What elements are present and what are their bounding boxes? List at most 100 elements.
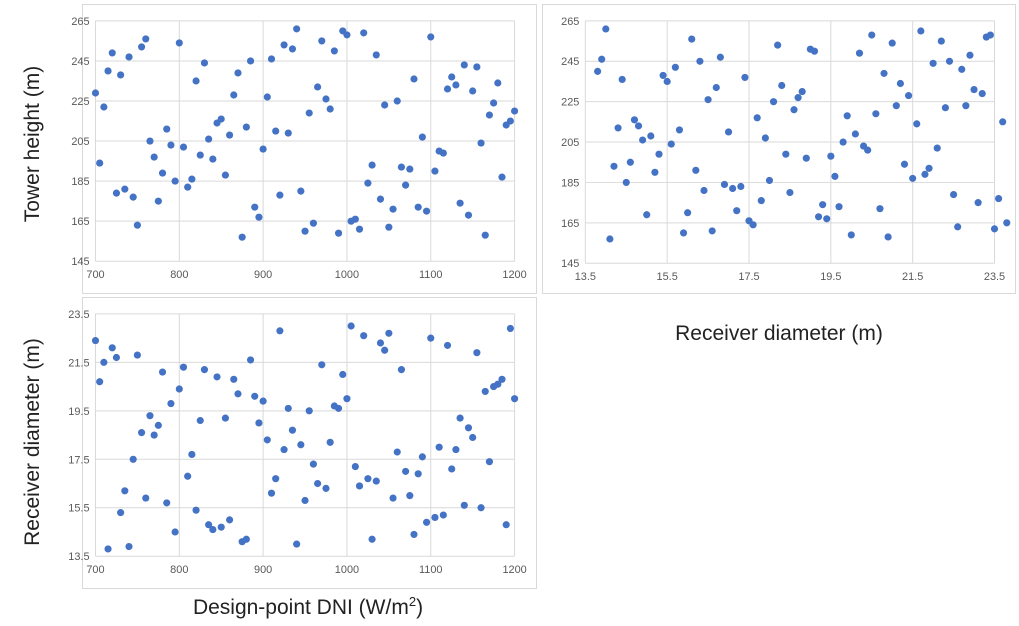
p2-point-40 [757,197,765,205]
p3-point-77 [414,470,422,478]
p3-ytick-label: 21.5 [68,357,89,369]
p2-point-99 [999,118,1007,126]
p3-point-40 [259,397,267,405]
p2-point-26 [700,186,708,195]
p2-point-7 [622,178,630,187]
p3-point-41 [263,436,271,444]
p1-point-65 [364,179,372,187]
p3-point-88 [460,501,468,509]
p3-point-5 [112,353,121,362]
p2-ytick-label: 165 [561,218,579,230]
p1-point-21 [179,143,188,151]
p3-point-7 [121,487,129,495]
p3-point-79 [422,518,431,526]
p2-point-72 [888,39,896,47]
p3-point-43 [272,475,280,483]
p3-point-91 [473,349,481,357]
p1-point-1 [96,159,104,167]
p2-point-97 [990,225,999,233]
p2-point-33 [729,184,737,193]
x-axis-title-receiver-diameter: Receiver diameter (m) [675,322,883,345]
p1-point-92 [477,139,485,147]
p2-point-86 [945,57,954,65]
p3-point-6 [117,509,125,517]
p1-point-62 [351,215,359,223]
p2-point-54 [814,213,823,221]
p2-point-85 [941,104,949,112]
p3-point-58 [334,404,343,412]
p1-point-69 [381,101,389,109]
p3-point-19 [171,528,179,536]
p1-point-16 [158,169,167,177]
p3-point-93 [481,387,489,396]
p2-point-13 [647,132,655,140]
p1-point-83 [439,149,447,157]
p1-point-97 [498,173,506,181]
p1-point-94 [485,111,494,119]
p3-point-72 [393,448,401,456]
p2-point-39 [753,114,761,122]
p2-point-11 [639,136,647,144]
p1-point-0 [91,89,100,97]
p3-xtick-label: 1000 [335,564,359,576]
p1-point-66 [368,161,376,169]
p3-point-78 [418,453,426,461]
p1-point-28 [209,155,217,163]
p2-point-92 [970,85,978,94]
p2-point-49 [794,94,802,102]
p2-point-62 [847,231,855,239]
p2-point-46 [782,150,790,158]
p2-point-48 [790,106,798,114]
p2-point-80 [921,170,929,178]
p3-point-44 [276,327,284,335]
p2-xtick-label: 15.5 [657,271,678,283]
p2-point-87 [950,190,958,199]
p3-point-39 [255,419,263,427]
p2-point-17 [663,77,671,86]
p2-point-83 [933,144,941,152]
p1-point-40 [259,145,267,153]
p2-point-53 [810,47,819,55]
p1-point-9 [129,193,137,201]
p2-point-4 [610,162,618,170]
p2-point-27 [704,96,712,104]
p2-point-45 [778,81,786,90]
p1-point-5 [112,189,121,197]
p3-point-80 [427,334,435,342]
p2-point-81 [925,164,933,172]
p3-point-66 [368,535,376,543]
p1-point-76 [410,75,418,83]
p2-point-66 [864,146,872,154]
p2-point-8 [626,158,634,166]
p2-ytick-label: 185 [561,177,579,189]
p2-point-91 [966,51,974,59]
p3-point-71 [389,494,397,502]
p3-point-11 [138,429,146,437]
p1-point-53 [314,83,322,91]
p2-point-28 [708,227,716,235]
p1-ytick-label: 165 [71,216,89,228]
p3-point-12 [142,494,150,502]
p2-point-2 [602,25,610,33]
p1-point-41 [263,93,271,101]
p1-point-33 [230,91,238,99]
p2-ytick-label: 145 [561,258,579,270]
p3-point-22 [184,472,192,480]
p3-xtick-label: 700 [86,564,104,576]
p1-point-7 [121,185,129,193]
p2-point-42 [765,176,774,184]
p2-point-32 [724,128,733,136]
p2-point-59 [835,203,843,211]
p2-point-36 [741,73,749,82]
p1-point-34 [234,69,242,77]
p1-point-44 [276,191,284,199]
p2-ytick-label: 265 [561,16,579,28]
p3-point-82 [435,443,443,451]
p1-point-36 [242,123,250,131]
p1-point-42 [267,55,276,63]
p3-point-97 [498,375,506,383]
p3-point-85 [448,465,456,473]
p1-point-93 [481,231,489,239]
p2-point-79 [917,27,925,35]
p1-point-89 [464,211,473,219]
